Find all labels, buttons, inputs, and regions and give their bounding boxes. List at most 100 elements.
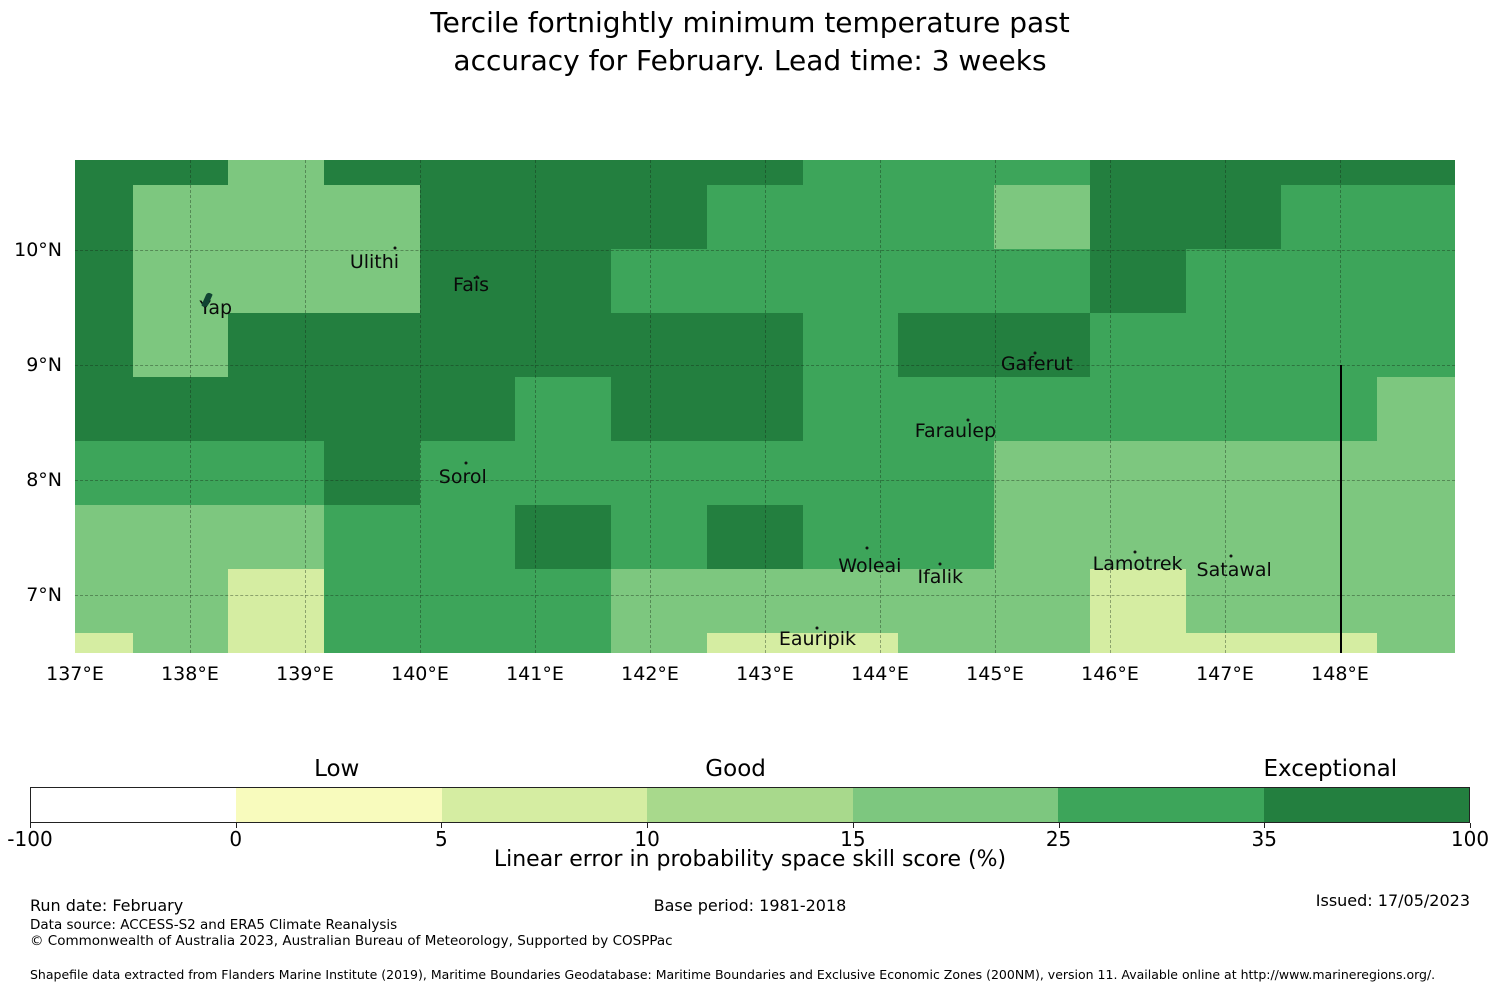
map-cell xyxy=(994,441,1090,505)
map-cell xyxy=(802,160,899,186)
colorbar-tick-labels: -100 0 5 10 15 25 35 100 xyxy=(7,823,1489,853)
colorbar-tick-label: -100 xyxy=(7,827,53,851)
map-cell xyxy=(75,160,133,186)
map-cell xyxy=(898,504,995,569)
map-cell xyxy=(802,441,899,505)
x-tick-label: 145°E xyxy=(966,663,1024,685)
map-cell xyxy=(898,632,995,654)
map-cell xyxy=(323,185,420,250)
colorbar-axis-label: Linear error in probability space skill … xyxy=(493,847,1007,872)
map-cell xyxy=(994,249,1090,314)
map-cell xyxy=(228,632,324,654)
longitude-gridline xyxy=(189,160,191,653)
map-cell xyxy=(228,249,324,314)
map-cell xyxy=(898,185,995,250)
map-cell xyxy=(898,568,995,633)
latitude-gridline xyxy=(75,364,1455,366)
colorbar-tick-label: 100 xyxy=(1450,827,1490,851)
y-tick-label: 10°N xyxy=(14,239,62,262)
map-cell xyxy=(419,249,516,314)
colorbar xyxy=(30,787,1470,823)
map-cell xyxy=(1377,377,1456,441)
map-cell xyxy=(611,185,707,250)
map-cell xyxy=(515,313,612,378)
map-cell xyxy=(419,160,516,186)
footer-data-source: Data source: ACCESS-S2 and ERA5 Climate … xyxy=(30,917,398,933)
colorbar-tick-label: 5 xyxy=(435,827,448,851)
y-tick-label: 7°N xyxy=(26,584,62,607)
map-cell xyxy=(228,313,324,378)
map-cell xyxy=(132,632,229,654)
map-cell xyxy=(1185,441,1282,505)
map-cell xyxy=(802,632,899,654)
island-dot xyxy=(966,418,970,422)
map-cell xyxy=(1281,249,1378,314)
map-cell xyxy=(228,377,324,441)
map-cell xyxy=(132,504,229,569)
y-tick-label: 8°N xyxy=(26,469,62,491)
map-cell xyxy=(1281,313,1378,378)
map-cell xyxy=(75,504,133,569)
map-cell xyxy=(323,632,420,654)
island-dot xyxy=(1133,550,1137,554)
map-cell xyxy=(75,377,133,441)
colorbar-tick-label: 35 xyxy=(1251,827,1278,851)
map-cell xyxy=(1089,160,1186,186)
map-cell xyxy=(1185,313,1282,378)
map-cell xyxy=(1185,377,1282,441)
latitude-gridline xyxy=(75,480,1455,481)
island-label: Faïs xyxy=(453,274,490,297)
map-cell xyxy=(994,160,1090,186)
map-cell xyxy=(802,185,899,250)
map-cell xyxy=(75,185,133,250)
map-cell xyxy=(1281,632,1378,654)
longitude-gridline xyxy=(1110,160,1111,653)
map-cell xyxy=(1089,249,1186,314)
map-cell xyxy=(228,568,324,633)
map-cell xyxy=(132,441,229,505)
island-dot xyxy=(393,246,397,250)
island-dot xyxy=(475,275,479,279)
map-cell xyxy=(132,160,229,186)
island-label: Gaferut xyxy=(1000,353,1073,376)
longitude-gridline xyxy=(420,160,421,653)
map-cell xyxy=(706,377,803,441)
colorbar-category-label: Exceptional xyxy=(1263,756,1398,782)
map-cell xyxy=(1089,185,1186,250)
map-cell xyxy=(706,249,803,314)
map-cell xyxy=(898,313,995,378)
map-cell xyxy=(132,249,229,314)
map-cell xyxy=(706,441,803,505)
map-cell xyxy=(1185,249,1282,314)
map-cell xyxy=(706,504,803,569)
map-cell xyxy=(1281,377,1378,441)
map-cell xyxy=(1089,504,1186,569)
colorbar-segment xyxy=(1263,788,1469,822)
map-cell xyxy=(706,160,803,186)
map-cell xyxy=(1281,185,1378,250)
island-label: Ifalik xyxy=(917,566,964,589)
eez-boundary-line xyxy=(1340,365,1343,653)
heatmap-cells xyxy=(75,160,1456,654)
longitude-gridline xyxy=(879,160,881,653)
map-cell xyxy=(611,632,707,654)
map-cell xyxy=(1377,313,1456,378)
colorbar-category-label: Good xyxy=(705,756,766,782)
island-label: Satawal xyxy=(1196,559,1272,582)
footer-shapefile-note: Shapefile data extracted from Flanders M… xyxy=(30,967,1436,982)
colorbar-tick xyxy=(852,823,854,828)
map-cell xyxy=(1377,632,1456,654)
map-cell xyxy=(75,313,133,378)
map-cell xyxy=(1281,568,1378,633)
map-cell xyxy=(515,504,612,569)
island-dot xyxy=(938,562,942,566)
colorbar-tick xyxy=(235,823,237,828)
map-cell xyxy=(228,185,324,250)
map-cell xyxy=(132,568,229,633)
map-cell xyxy=(132,377,229,441)
island-label: Ulithi xyxy=(349,251,400,274)
map-cell xyxy=(515,441,612,505)
longitude-gridline xyxy=(995,160,997,653)
map-cell xyxy=(1377,185,1456,250)
